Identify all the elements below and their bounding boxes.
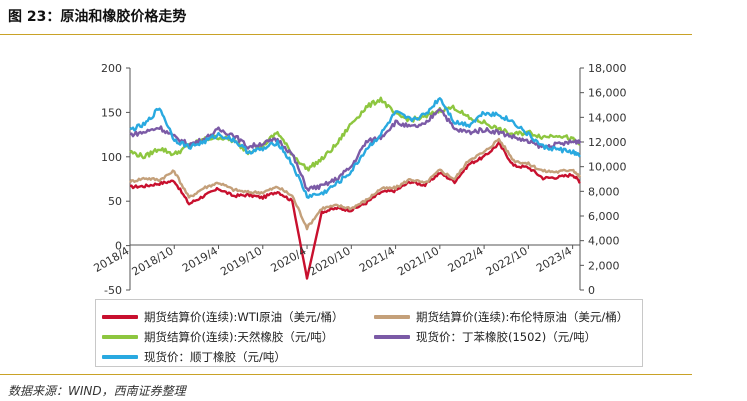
x-tick-label: 2022/10 <box>484 244 530 278</box>
x-tick-label: 2021/10 <box>395 244 441 278</box>
right-tick-label: 16,000 <box>588 87 627 100</box>
x-tick-label: 2021/4 <box>357 244 397 275</box>
top-divider <box>0 34 692 35</box>
series-line-5 <box>129 97 581 199</box>
right-tick-label: 10,000 <box>588 161 627 174</box>
legend-item: 期货结算价(连续):布伦特原油（美元/桶） <box>374 309 628 325</box>
legend-swatch <box>374 335 410 339</box>
legend-label: 期货结算价(连续):天然橡胶（元/吨） <box>144 330 334 344</box>
bottom-divider <box>0 374 692 375</box>
legend-label: 期货结算价(连续):布伦特原油（美元/桶） <box>416 310 629 324</box>
right-tick-label: 8,000 <box>588 185 620 198</box>
x-tick-label: 2022/4 <box>446 244 486 275</box>
series-line-1 <box>129 141 581 280</box>
right-tick-label: 6,000 <box>588 210 620 223</box>
series-line-2 <box>128 137 582 231</box>
right-tick-label: 12,000 <box>588 136 627 149</box>
source-note: 数据来源：WIND，西南证券整理 <box>8 384 186 398</box>
right-tick-label: 0 <box>588 284 595 297</box>
legend-label: 现货价：丁苯橡胶(1502)（元/吨） <box>416 330 597 344</box>
x-tick-label: 2019/10 <box>218 244 264 278</box>
right-tick-label: 18,000 <box>588 62 627 75</box>
legend-label: 现货价：顺丁橡胶（元/吨） <box>144 350 286 364</box>
left-tick-label: 0 <box>115 240 122 253</box>
legend-item: 现货价：顺丁橡胶（元/吨） <box>102 349 286 365</box>
legend-frame <box>95 299 643 367</box>
x-tick-label: 2018/4 <box>91 244 131 275</box>
figure-title: 图 23：原油和橡胶价格走势 <box>8 9 187 25</box>
left-tick-label: -50 <box>104 284 122 297</box>
x-tick-label: 2018/10 <box>130 244 176 278</box>
legend-item: 期货结算价(连续):WTI原油（美元/桶） <box>102 309 344 325</box>
legend-swatch <box>102 335 138 339</box>
legend-label: 期货结算价(连续):WTI原油（美元/桶） <box>144 310 344 324</box>
left-tick-label: 100 <box>101 151 122 164</box>
left-tick-label: 150 <box>101 106 122 119</box>
legend-swatch <box>102 315 138 319</box>
x-tick-label: 2023/4 <box>534 244 574 275</box>
legend-swatch <box>374 315 410 319</box>
right-tick-label: 14,000 <box>588 111 627 124</box>
line-chart: -50 0 50 100 150 200 0 2,000 4,000 6,000 8,000 10,0… <box>91 62 627 297</box>
legend-item: 现货价：丁苯橡胶(1502)（元/吨） <box>374 329 596 345</box>
legend-swatch <box>102 355 138 359</box>
right-tick-label: 4,000 <box>588 235 620 248</box>
right-tick-label: 2,000 <box>588 259 620 272</box>
left-tick-label: 200 <box>101 62 122 75</box>
left-tick-label: 50 <box>108 195 122 208</box>
x-tick-label: 2019/4 <box>180 244 220 275</box>
legend-item: 期货结算价(连续):天然橡胶（元/吨） <box>102 329 333 345</box>
